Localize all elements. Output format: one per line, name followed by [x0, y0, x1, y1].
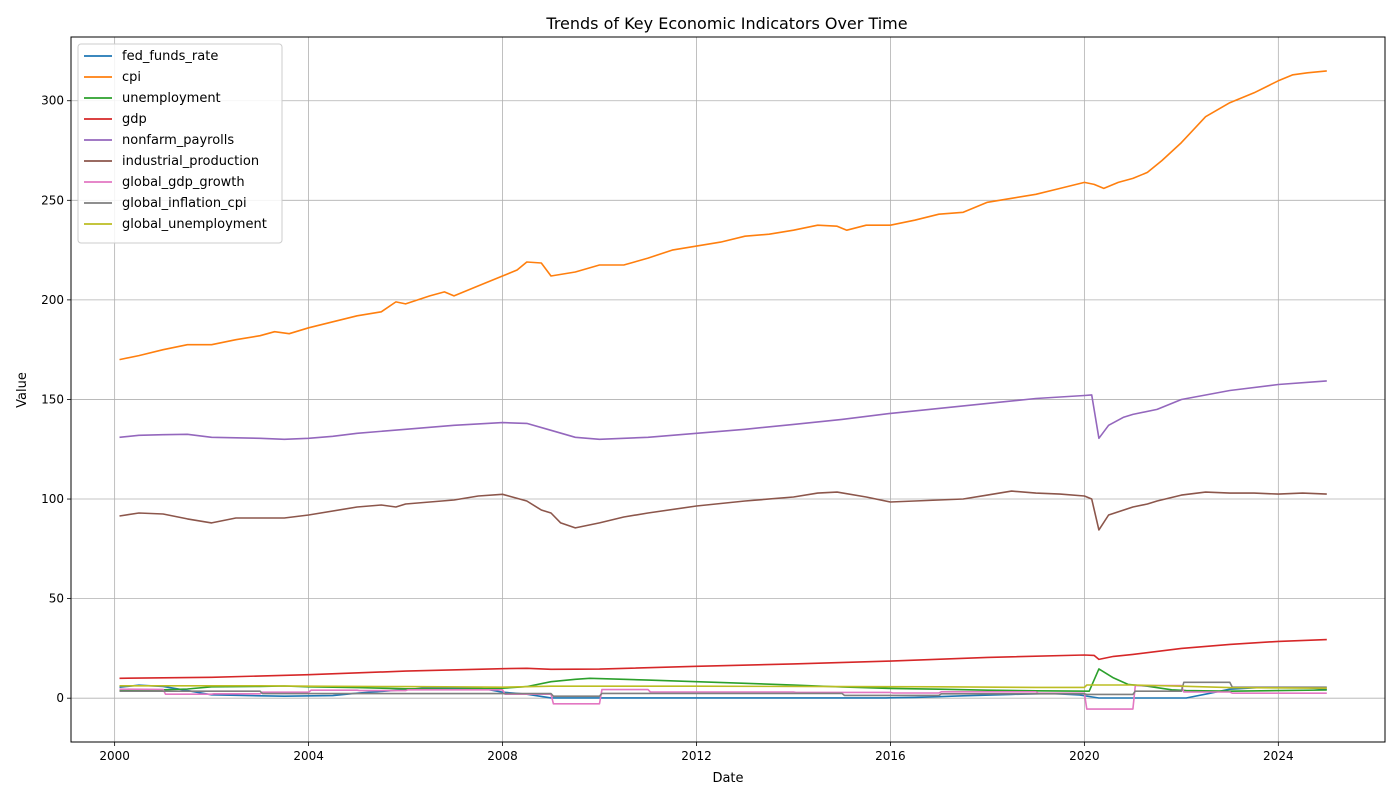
legend-label: fed_funds_rate [122, 49, 218, 64]
x-tick-label: 2012 [681, 749, 712, 763]
x-axis: 2000 2004 2008 2012 2016 2020 2024 [99, 742, 1294, 763]
series-line-industrial-production [119, 490, 1327, 531]
series-line-global-unemployment [119, 684, 1327, 689]
series-line-cpi [119, 70, 1327, 361]
y-tick-label: 300 [41, 94, 64, 108]
y-axis-label: Value [15, 372, 30, 408]
y-tick-label: 100 [41, 492, 64, 506]
x-tick-label: 2000 [99, 749, 130, 763]
legend-label: industrial_production [122, 154, 259, 169]
y-axis: 0 50 100 150 200 250 300 [41, 94, 71, 705]
x-axis-label: Date [712, 771, 743, 786]
series-line-global-inflation-cpi [119, 681, 1327, 697]
plot-frame [70, 36, 1386, 743]
y-tick-label: 150 [41, 392, 64, 406]
y-tick-label: 50 [49, 592, 64, 606]
y-tick-label: 200 [41, 293, 64, 307]
legend-label: cpi [122, 70, 141, 85]
x-tick-label: 2008 [487, 749, 518, 763]
legend-label: nonfarm_payrolls [122, 133, 234, 148]
chart-title: Trends of Key Economic Indicators Over T… [545, 14, 907, 33]
y-tick-label: 250 [41, 193, 64, 207]
x-tick-label: 2024 [1263, 749, 1294, 763]
legend-label: global_unemployment [122, 217, 267, 232]
legend-box [77, 43, 283, 244]
series-line-nonfarm-payrolls [119, 380, 1327, 441]
series-line-gdp [119, 638, 1327, 680]
legend-label: unemployment [122, 91, 221, 106]
series-line-global-gdp-growth [119, 684, 1327, 710]
x-tick-label: 2020 [1069, 749, 1100, 763]
series-line-fed-funds-rate [119, 684, 1327, 699]
legend-label: global_gdp_growth [122, 175, 245, 190]
legend-label: global_inflation_cpi [122, 196, 247, 211]
x-tick-label: 2016 [875, 749, 906, 763]
legend-label: gdp [122, 112, 147, 127]
y-tick-label: 0 [56, 691, 64, 705]
x-tick-label: 2004 [293, 749, 324, 763]
series-layer [119, 70, 1327, 710]
